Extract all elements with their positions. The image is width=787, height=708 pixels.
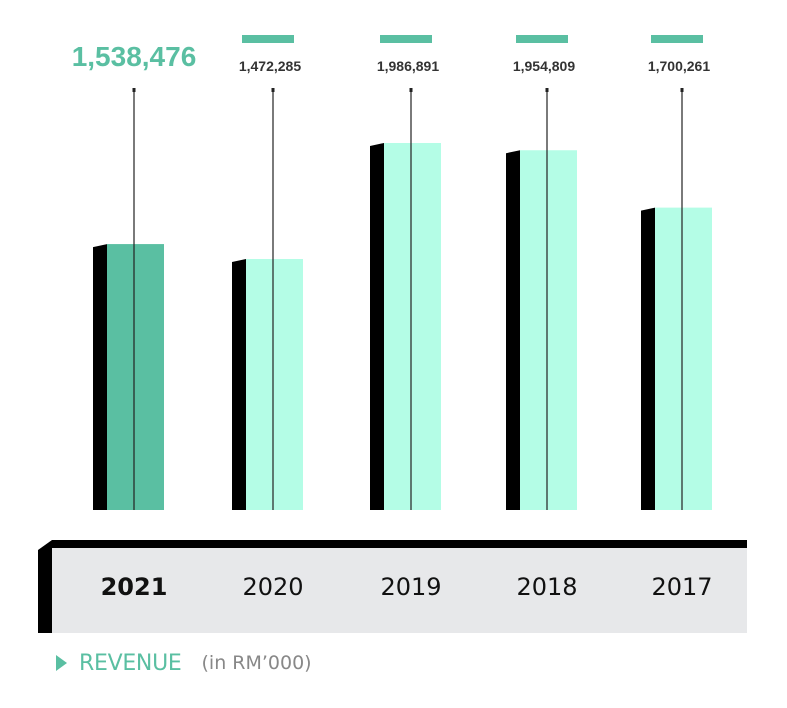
chart-title: REVENUE xyxy=(79,650,182,676)
value-label: 1,954,809 xyxy=(513,58,575,74)
leader-tick xyxy=(409,88,413,92)
value-label: 1,472,285 xyxy=(239,58,301,74)
year-label: 2017 xyxy=(651,573,712,601)
year-label: 2020 xyxy=(242,573,303,601)
legend: REVENUE (in RM’000) xyxy=(56,648,312,678)
bar xyxy=(384,143,441,510)
bar-side xyxy=(93,244,107,511)
value-label: 1,538,476 xyxy=(72,41,197,72)
year-band xyxy=(52,548,747,633)
year-label: 2019 xyxy=(380,573,441,601)
value-marker xyxy=(242,35,294,43)
value-label: 1,986,891 xyxy=(377,58,439,74)
value-marker xyxy=(651,35,703,43)
bar xyxy=(655,207,712,510)
chart-unit: (in RM’000) xyxy=(201,652,312,674)
bar-side xyxy=(232,259,246,510)
leader-tick xyxy=(545,88,549,92)
bar-side xyxy=(370,143,384,510)
bar-side xyxy=(506,150,520,511)
bar xyxy=(246,259,303,510)
play-arrow-icon xyxy=(56,655,67,671)
leader-tick xyxy=(132,88,136,92)
bar xyxy=(107,244,164,511)
year-label: 2021 xyxy=(101,573,168,601)
leader-tick xyxy=(680,88,684,92)
value-marker xyxy=(380,35,432,43)
leader-tick xyxy=(271,88,275,92)
bar xyxy=(520,150,577,511)
value-label: 1,700,261 xyxy=(648,58,710,74)
bar-side xyxy=(641,207,655,510)
value-marker xyxy=(516,35,568,43)
year-label: 2018 xyxy=(516,573,577,601)
